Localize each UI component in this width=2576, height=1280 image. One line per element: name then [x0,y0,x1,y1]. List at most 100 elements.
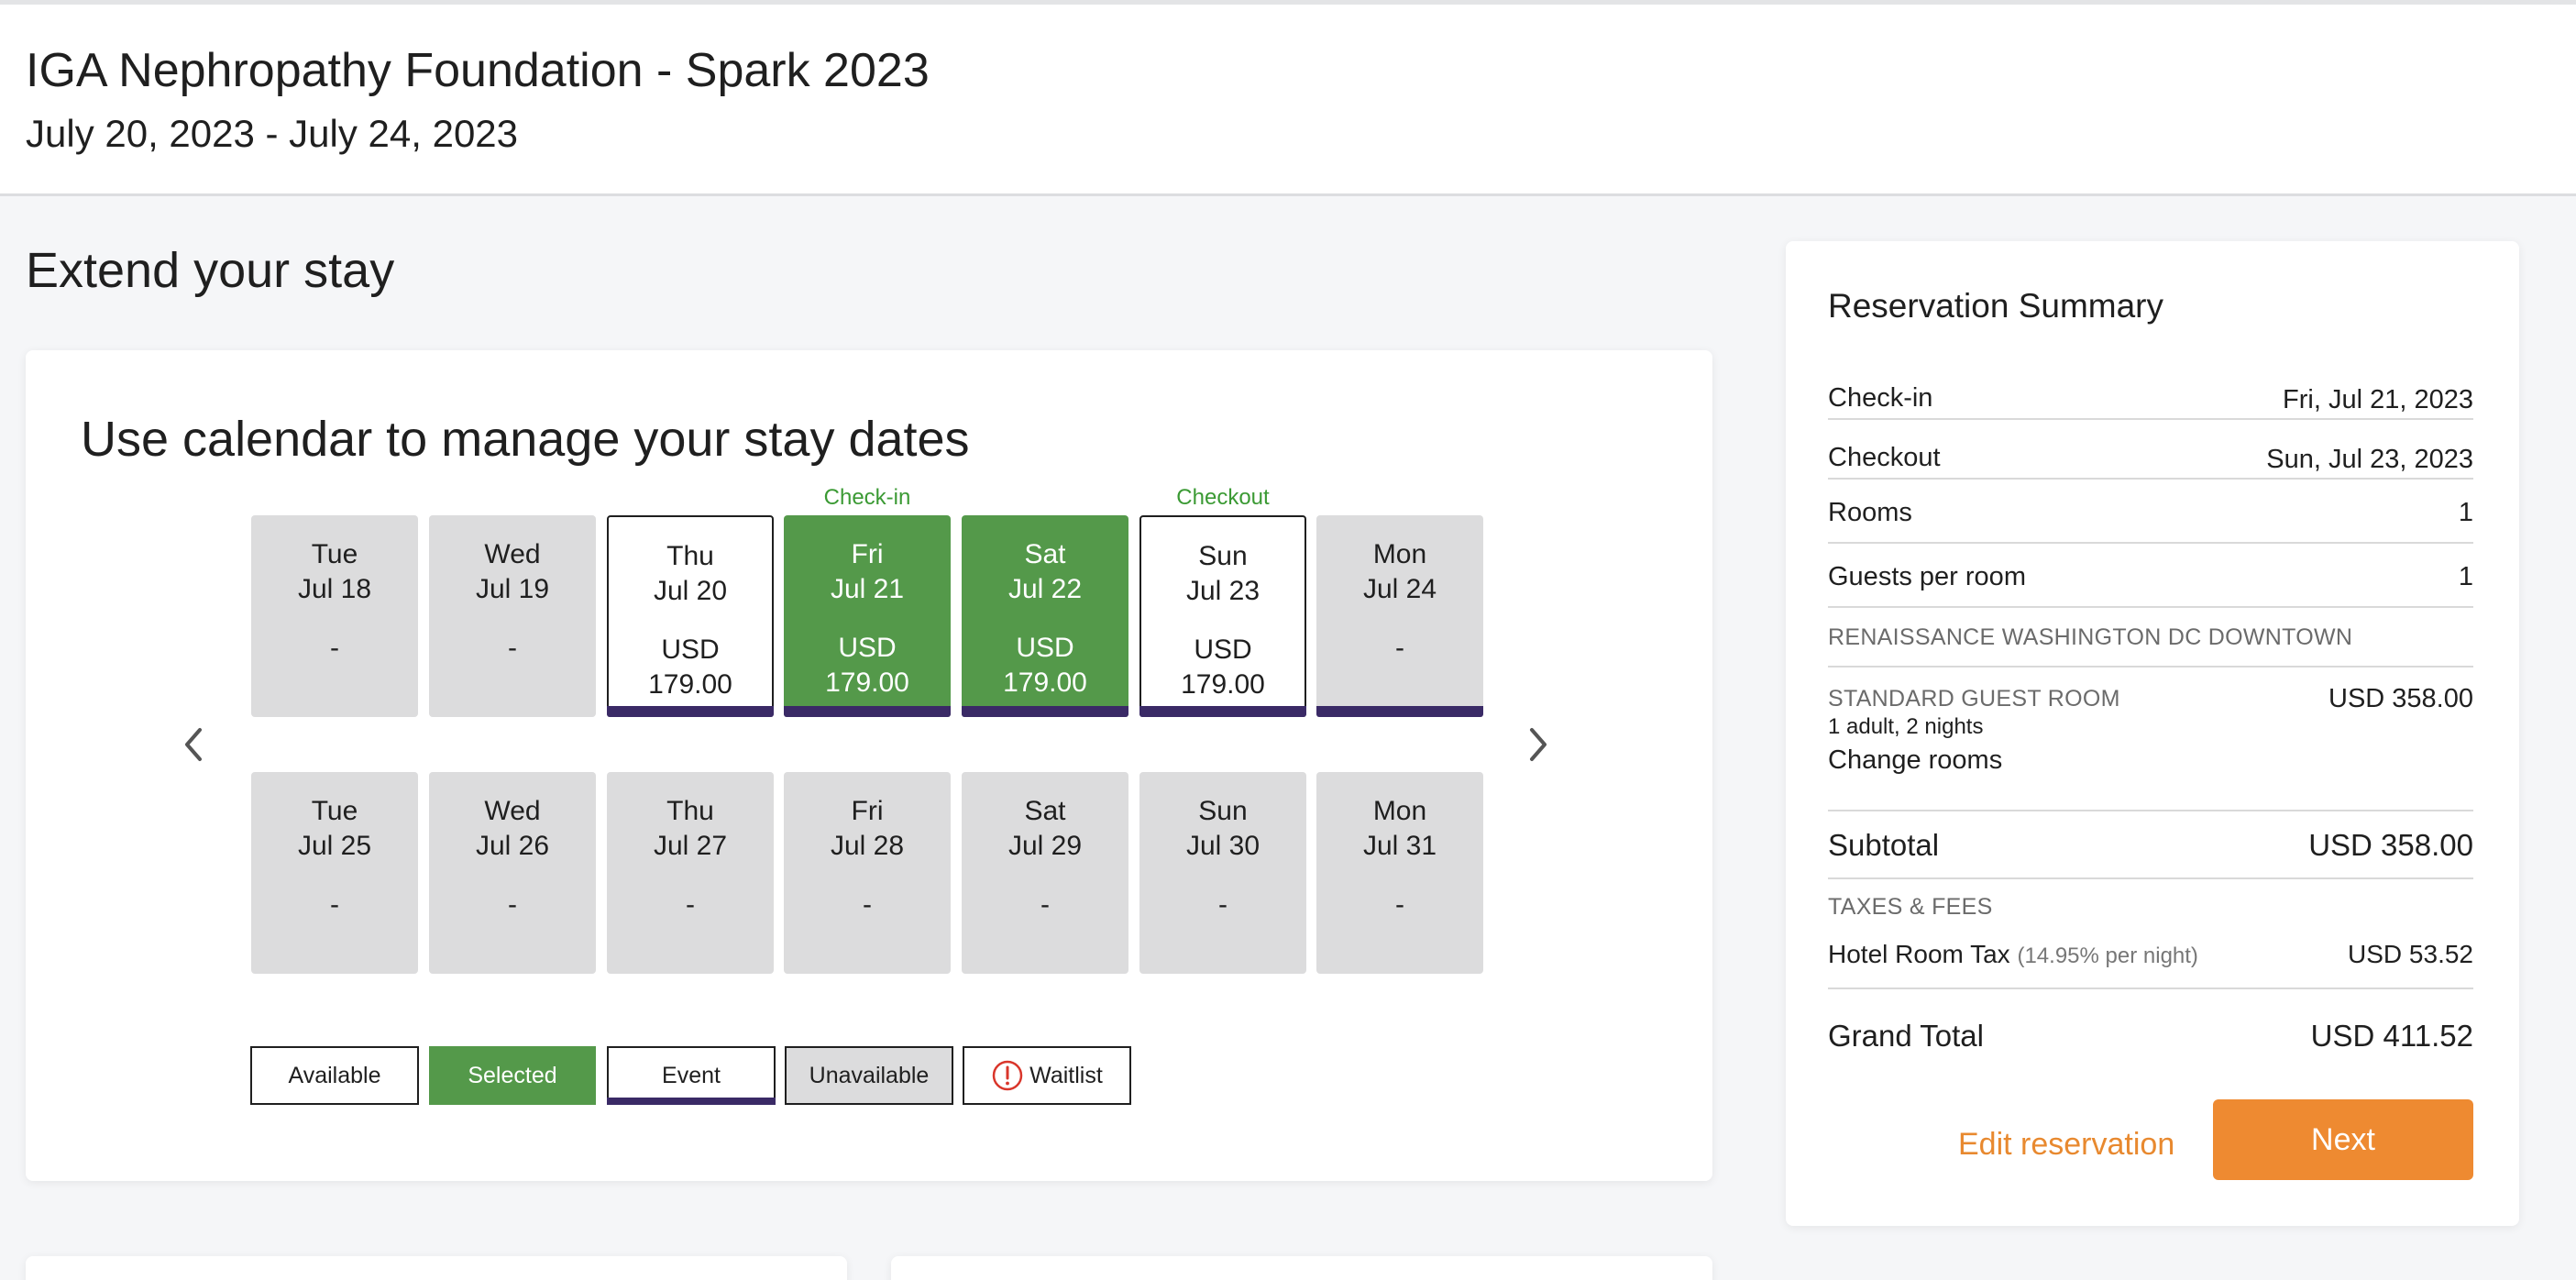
rooms-label: Rooms [1828,498,1912,527]
divider [1828,988,2473,989]
chevron-right-icon [1530,728,1547,761]
divider [1828,542,2473,544]
day-currency: USD [838,633,897,663]
day-rate: - [508,633,517,663]
day-name: Thu [666,796,714,826]
grand-total-label: Grand Total [1828,1019,1984,1053]
calendar-day-jul-29[interactable]: Sat Jul 29 - [962,772,1128,974]
guests-row: Guests per room 1 [1828,562,2473,599]
subtotal-label: Subtotal [1828,828,1940,862]
room-row: STANDARD GUEST ROOM USD 358.00 [1828,684,2473,723]
calendar-day-jul-19[interactable]: Wed Jul 19 - [429,515,596,717]
calendar-prev-button[interactable] [171,722,216,767]
tax-label: Hotel Room Tax [1828,940,2010,968]
bottom-card-left [26,1256,847,1280]
day-date: Jul 22 [1007,574,1083,604]
day-currency: USD [661,634,720,665]
day-price: 179.00 [648,669,732,700]
calendar-day-jul-26[interactable]: Wed Jul 26 - [429,772,596,974]
day-name: Wed [484,539,541,569]
page-heading: Extend your stay [26,243,395,298]
tax-value: USD 53.52 [2348,940,2473,968]
calendar-day-jul-27[interactable]: Thu Jul 27 - [607,772,774,974]
divider [1828,810,2473,811]
calendar-day-jul-21[interactable]: Fri Jul 21 USD 179.00 [784,515,951,717]
calendar-day-jul-23[interactable]: Sun Jul 23 USD 179.00 [1139,515,1306,717]
reservation-summary: Reservation Summary Check-in Fri, Jul 21… [1786,241,2519,1226]
day-rate: - [1218,889,1227,920]
day-name: Wed [484,796,541,826]
day-rate: - [330,633,339,663]
checkout-value: Sun, Jul 23, 2023 [2266,445,2473,474]
alert-circle-icon [992,1060,1023,1091]
rooms-row: Rooms 1 [1828,498,2473,535]
edit-reservation-link[interactable]: Edit reservation [1958,1127,2175,1162]
divider [1828,606,2473,608]
bottom-card-right [891,1256,1712,1280]
legend-available: Available [250,1046,419,1105]
event-header: IGA Nephropathy Foundation - Spark 2023 … [0,5,2576,196]
guests-value: 1 [2458,562,2473,591]
next-button[interactable]: Next [2213,1099,2473,1180]
subtotal-value: USD 358.00 [2308,828,2473,862]
legend-event: Event [607,1046,776,1105]
calendar-day-jul-31[interactable]: Mon Jul 31 - [1316,772,1483,974]
calendar-day-jul-18[interactable]: Tue Jul 18 - [251,515,418,717]
day-date: Jul 21 [830,574,905,604]
day-name: Sat [1024,539,1066,569]
checkout-row: Checkout Sun, Jul 23, 2023 [1828,443,2473,480]
guests-label: Guests per room [1828,562,2026,591]
day-date: Jul 29 [1007,831,1083,861]
day-rate: - [1040,889,1050,920]
day-name: Tue [311,796,358,826]
room-price: USD 358.00 [2328,684,2473,713]
day-name: Tue [311,539,358,569]
checkout-marker: Checkout [1176,485,1270,510]
grand-total-row: Grand Total USD 411.52 [1828,1019,2473,1061]
divider [1828,877,2473,879]
day-name: Sun [1198,541,1248,571]
day-currency: USD [1194,634,1252,665]
calendar-day-jul-25[interactable]: Tue Jul 25 - [251,772,418,974]
summary-title: Reservation Summary [1828,287,2164,325]
day-name: Sun [1198,796,1248,826]
calendar-day-jul-30[interactable]: Sun Jul 30 - [1139,772,1306,974]
day-date: Jul 25 [297,831,372,861]
divider [1828,666,2473,668]
day-name: Mon [1372,796,1427,826]
event-dates: July 20, 2023 - July 24, 2023 [26,112,519,155]
tax-rate: (14.95% per night) [2017,943,2198,968]
room-details: 1 adult, 2 nights [1828,714,1984,739]
checkout-label: Checkout [1828,443,1941,472]
checkin-value: Fri, Jul 21, 2023 [2283,385,2473,414]
day-price: 179.00 [1003,668,1087,698]
room-type: STANDARD GUEST ROOM [1828,686,2120,712]
day-date: Jul 26 [475,831,550,861]
calendar-next-button[interactable] [1515,722,1561,767]
day-name: Thu [666,541,714,571]
checkin-marker: Check-in [823,485,911,510]
calendar-heading: Use calendar to manage your stay dates [81,412,970,467]
checkin-row: Check-in Fri, Jul 21, 2023 [1828,383,2473,420]
legend-selected: Selected [429,1046,596,1105]
day-currency: USD [1016,633,1074,663]
day-rate: - [863,889,872,920]
day-rate: - [508,889,517,920]
day-date: Jul 27 [653,831,728,861]
legend-unavailable: Unavailable [785,1046,953,1105]
calendar-day-jul-22[interactable]: Sat Jul 22 USD 179.00 [962,515,1128,717]
day-name: Mon [1372,539,1427,569]
day-date: Jul 24 [1362,574,1437,604]
day-date: Jul 19 [475,574,550,604]
day-date: Jul 28 [830,831,905,861]
calendar-day-jul-24[interactable]: Mon Jul 24 - [1316,515,1483,717]
day-name: Fri [851,796,884,826]
day-rate: - [686,889,695,920]
calendar-day-jul-20[interactable]: Thu Jul 20 USD 179.00 [607,515,774,717]
change-rooms-link[interactable]: Change rooms [1828,745,2003,775]
day-price: 179.00 [825,668,909,698]
calendar-day-jul-28[interactable]: Fri Jul 28 - [784,772,951,974]
day-date: Jul 31 [1362,831,1437,861]
chevron-left-icon [185,728,202,761]
legend-waitlist-label: Waitlist [1029,1063,1103,1088]
